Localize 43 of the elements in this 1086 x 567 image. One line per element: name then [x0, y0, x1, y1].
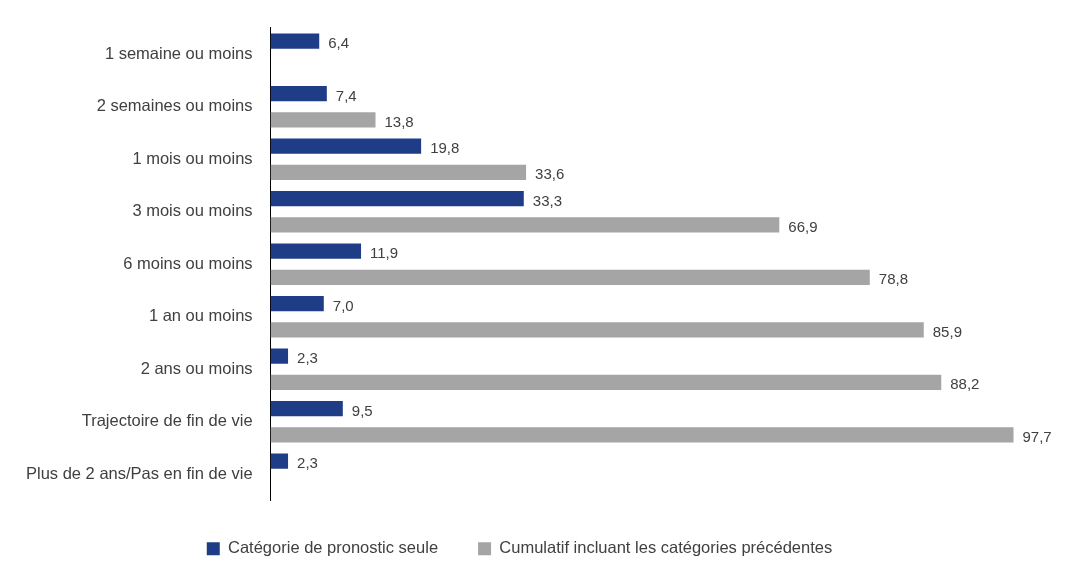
- bar: [270, 295, 324, 312]
- bar: [270, 322, 924, 338]
- bar: [270, 348, 289, 364]
- bar: [270, 164, 527, 180]
- y-tick-label: Trajectoire de fin de vie: [81, 411, 253, 430]
- bar: [270, 217, 780, 233]
- data-label: 33,6: [535, 165, 565, 183]
- data-label: 2,3: [297, 454, 318, 472]
- data-label: 88,2: [950, 375, 980, 393]
- bar: [270, 85, 327, 102]
- y-tick-label: 2 ans ou moins: [140, 358, 253, 377]
- data-label: 13,8: [384, 112, 414, 130]
- bar: [270, 190, 524, 207]
- data-label: 33,3: [532, 191, 562, 209]
- data-label: 11,9: [370, 244, 399, 262]
- data-label: 7,0: [332, 296, 354, 314]
- bar: [270, 427, 1014, 443]
- data-label: 19,8: [430, 139, 460, 157]
- data-label: 78,8: [878, 270, 908, 288]
- data-label: 66,9: [788, 217, 818, 235]
- y-tick-label: Plus de 2 ans/Pas en fin de vie: [26, 463, 253, 482]
- y-tick-label: 1 semaine ou moins: [104, 43, 253, 62]
- bar: [270, 33, 320, 49]
- data-label: 7,4: [335, 86, 357, 104]
- y-tick-label: 3 mois ou moins: [132, 201, 253, 220]
- y-tick-label: 1 an ou moins: [148, 306, 253, 325]
- data-label: 97,7: [1022, 428, 1052, 445]
- data-label: 85,9: [932, 322, 962, 340]
- legend-label: Cumulatif incluant les catégories précédentes: [499, 538, 833, 557]
- bar: [270, 269, 870, 285]
- y-tick-label: 6 moins ou moins: [123, 253, 253, 272]
- bar: [270, 374, 942, 390]
- data-label: 6,4: [328, 34, 350, 52]
- data-label: 2,3: [297, 349, 318, 367]
- y-tick-label: 1 mois ou moins: [132, 148, 253, 167]
- y-tick-label: 2 semaines ou moins: [96, 96, 253, 115]
- legend-label: Catégorie de pronostic seule: [228, 538, 439, 557]
- bar: [270, 138, 422, 154]
- bar: [270, 453, 289, 469]
- data-label: 9,5: [351, 401, 373, 419]
- bar: [270, 112, 376, 128]
- bar: [270, 243, 362, 259]
- bar: [270, 400, 343, 417]
